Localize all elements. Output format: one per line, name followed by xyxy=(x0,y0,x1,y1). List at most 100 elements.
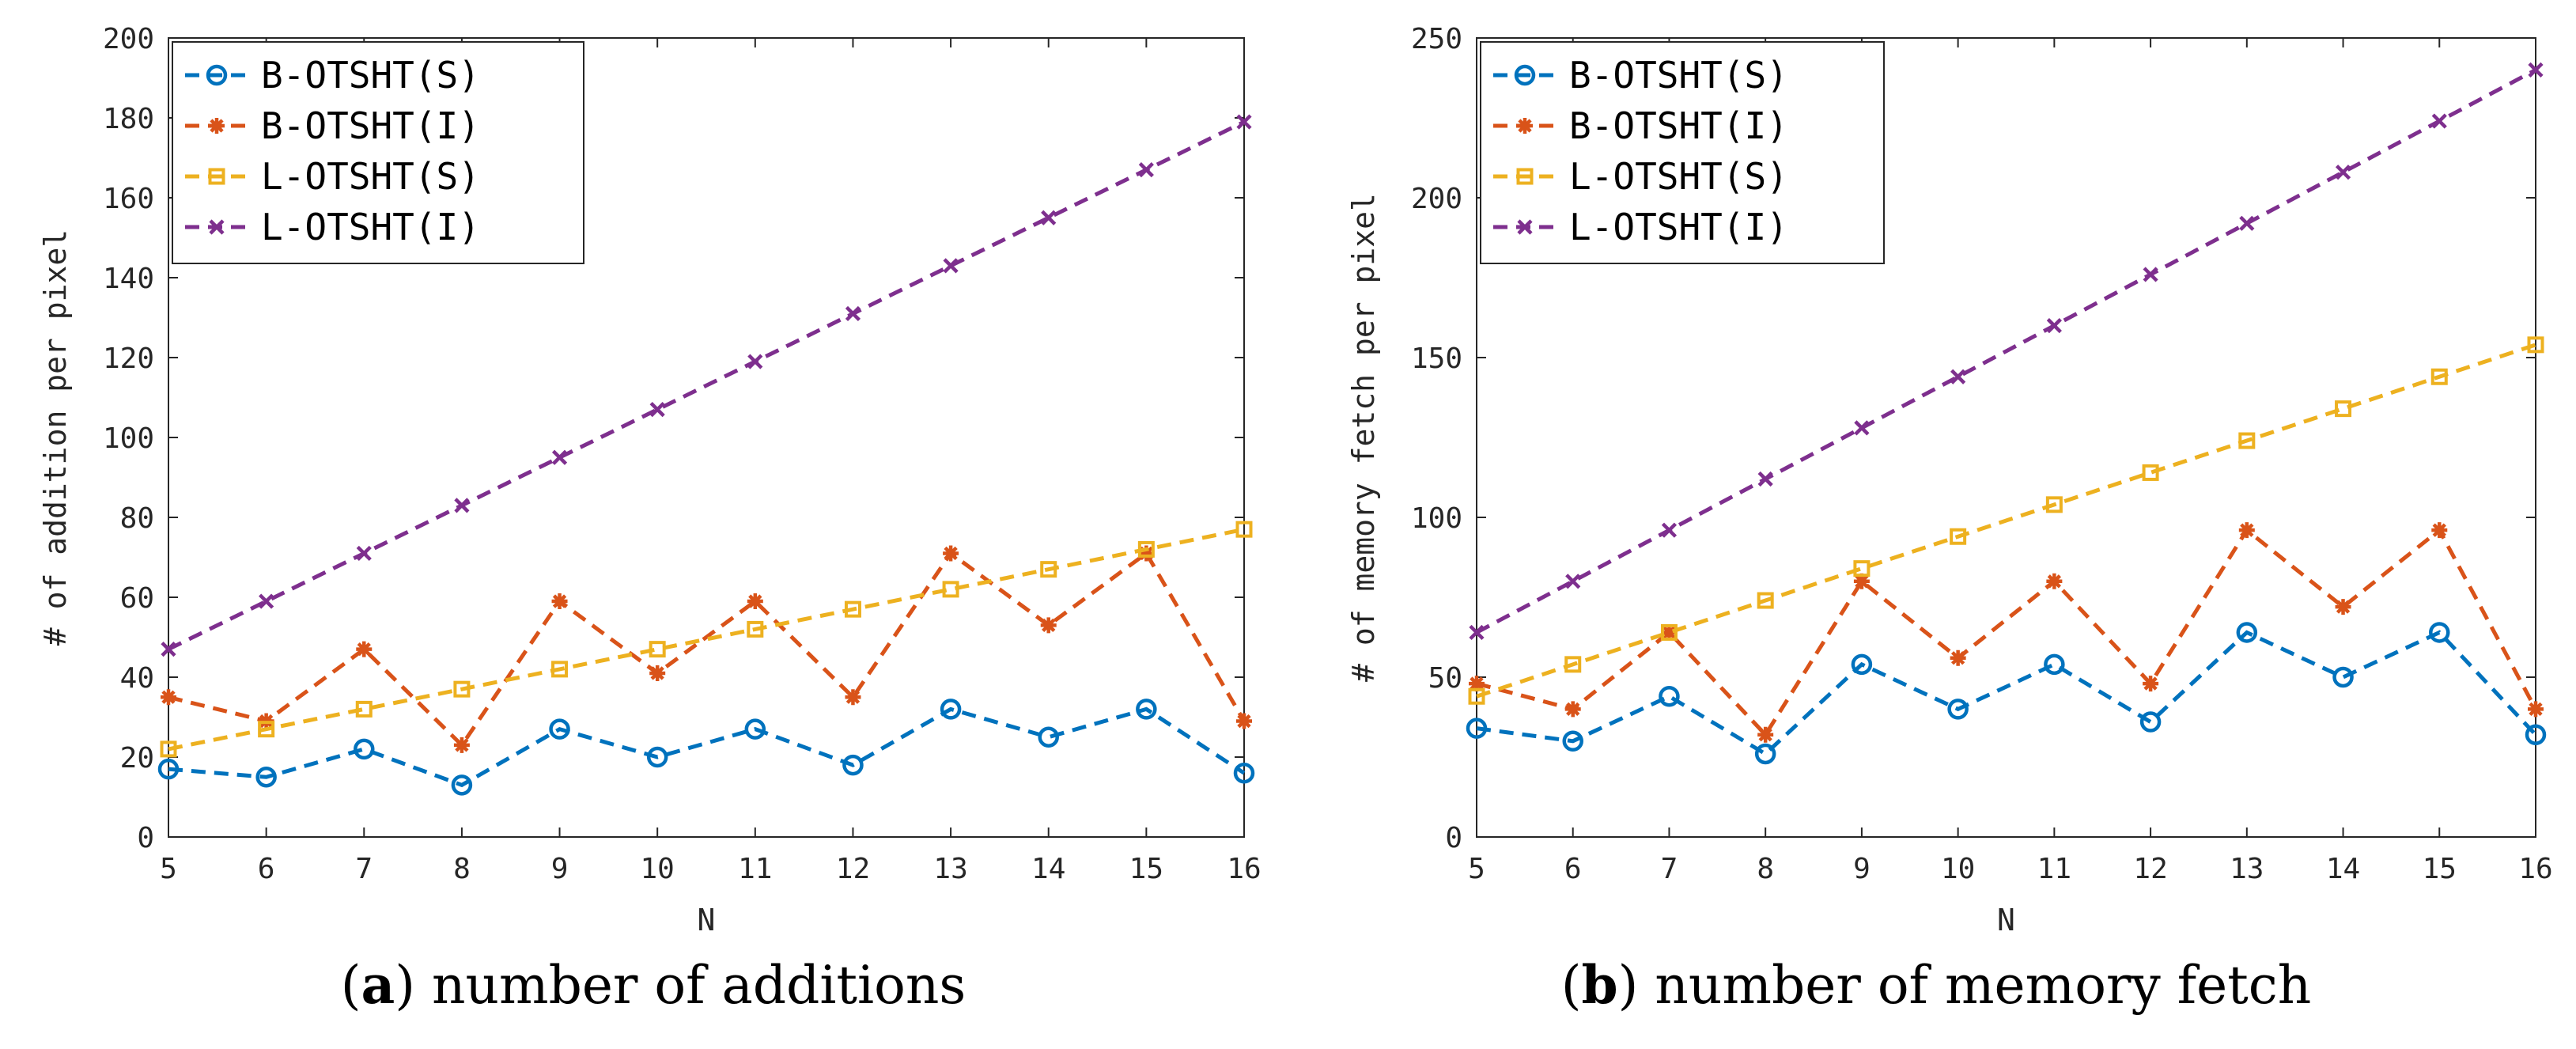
panel-b-caption: (b) number of memory fetch xyxy=(1561,954,2311,1016)
panel-a-caption-text: number of additions xyxy=(432,955,966,1016)
panel-a-y-tick-label: 140 xyxy=(103,263,154,295)
panel-b-data-point xyxy=(1564,656,1582,673)
panel-a-data-point xyxy=(747,354,763,369)
panel-b-data-point xyxy=(2236,622,2258,643)
panel-a-y-tick-label: 80 xyxy=(120,502,154,535)
panel-a-legend-label: L-OTSHT(I) xyxy=(261,206,480,248)
panel-a-data-point xyxy=(646,746,668,768)
panel-b-data-point xyxy=(1754,743,1776,765)
panel-a-data-point xyxy=(1138,162,1154,178)
panel-b-data-point xyxy=(2046,573,2063,589)
panel-a-data-point xyxy=(453,737,470,753)
panel-a-legend: B-OTSHT(S) B-OTSHT(I) L-OTSHT(S) L-OTSHT(I) xyxy=(172,41,584,264)
panel-a-data-point xyxy=(1038,726,1059,748)
panel-a-legend-marker xyxy=(206,64,228,86)
panel-b-data-point xyxy=(1468,687,1485,705)
panel-b-data-point xyxy=(2238,432,2256,449)
panel-a-data-point xyxy=(747,620,764,638)
panel-a-y-tick-label: 20 xyxy=(120,742,154,774)
panel-a-y-tick-label: 60 xyxy=(120,582,154,615)
panel-b-legend: B-OTSHT(S) B-OTSHT(I) L-OTSHT(S) L-OTSHT(I) xyxy=(1480,41,1885,264)
panel-b-data-point xyxy=(1469,624,1485,641)
panel-a-data-point xyxy=(454,498,470,513)
panel-a-legend-label: B-OTSHT(I) xyxy=(261,104,480,147)
panel-a-x-tick-label: 16 xyxy=(1227,853,1261,885)
panel-a-data-point xyxy=(354,738,375,760)
panel-b-x-tick-label: 8 xyxy=(1757,853,1774,885)
panel-b-data-point xyxy=(2332,666,2354,688)
panel-a-legend-marker xyxy=(208,168,225,185)
panel-a-data-point xyxy=(355,700,373,718)
panel-a-legend-label: L-OTSHT(S) xyxy=(261,155,480,198)
panel-b-y-tick-label: 200 xyxy=(1411,183,1462,215)
panel-a-data-point xyxy=(356,545,372,562)
panel-b-data-point xyxy=(1562,730,1583,752)
panel-a-caption: (a) number of additions xyxy=(341,954,966,1016)
panel-a-data-point xyxy=(356,641,373,657)
panel-b-data-point xyxy=(2143,267,2158,282)
panel-b-legend-marker xyxy=(1517,219,1533,235)
panel-a-data-point xyxy=(842,754,864,776)
panel-a-x-tick-label: 7 xyxy=(355,853,373,885)
panel-b-y-tick-label: 250 xyxy=(1411,23,1462,55)
panel-b-data-point xyxy=(2046,318,2062,334)
panel-b-data-point xyxy=(2045,496,2063,513)
panel-b-data-point xyxy=(2142,464,2159,481)
panel-b-x-tick-label: 13 xyxy=(2230,853,2264,885)
panel-a-data-point xyxy=(747,593,763,610)
panel-b-y-tick-label: 50 xyxy=(1428,662,1462,695)
panel-a-x-tick-label: 15 xyxy=(1129,853,1163,885)
panel-b-data-point xyxy=(1757,471,1773,487)
panel-a-data-point xyxy=(258,721,275,738)
panel-b-data-point xyxy=(2139,711,2162,733)
panel-a-x-tick-label: 14 xyxy=(1031,853,1065,885)
panel-b-data-point xyxy=(1854,420,1870,436)
panel-a-data-point xyxy=(1136,699,1157,720)
panel-a-data-point xyxy=(1138,545,1155,562)
panel-a-legend-label: B-OTSHT(S) xyxy=(261,54,480,97)
panel-b-y-axis-title: # of memory fetch per pixel xyxy=(1346,193,1381,682)
panel-a-data-point xyxy=(255,767,277,788)
panel-a-data-point xyxy=(549,718,570,740)
panel-b-axes-box xyxy=(1476,37,2536,838)
panel-a-data-point xyxy=(1236,713,1252,729)
panel-b-data-point xyxy=(1565,574,1581,589)
panel-b-x-tick-label: 11 xyxy=(2037,853,2071,885)
panel-b-x-tick-label: 5 xyxy=(1468,853,1485,885)
panel-b-series-line-L-OTSHT(S) xyxy=(1476,343,2536,699)
panel-a-data-point xyxy=(1236,114,1252,130)
panel-a-data-point xyxy=(551,593,568,610)
panel-a-x-tick-label: 5 xyxy=(160,853,177,885)
panel-b-y-tick-label: 100 xyxy=(1411,502,1462,535)
panel-b-legend-label: L-OTSHT(I) xyxy=(1569,206,1788,248)
panel-a-data-point xyxy=(845,689,861,706)
panel-a-data-point xyxy=(649,641,666,658)
panel-b-caption-text: number of memory fetch xyxy=(1655,955,2311,1016)
panel-b-legend-label: B-OTSHT(S) xyxy=(1569,54,1788,97)
panel-a-y-tick-label: 160 xyxy=(103,183,154,215)
panel-b-series-line-L-OTSHT(I) xyxy=(1475,68,2537,634)
panel-b-legend-label: L-OTSHT(S) xyxy=(1569,155,1788,198)
panel-b-x-tick-label: 6 xyxy=(1564,853,1582,885)
panel-a-y-tick-label: 40 xyxy=(120,662,154,695)
panel-b-data-point xyxy=(2528,62,2544,78)
panel-b-data-point xyxy=(1757,726,1774,743)
panel-a-x-tick-label: 6 xyxy=(258,853,275,885)
panel-a-data-point xyxy=(161,689,176,706)
panel-a-data-point xyxy=(649,665,666,681)
panel-b-chart: 5 6 7 8 9 10 11 12 13 14 15 16 0 50 100 150 200 250 N # of … xyxy=(1346,23,2553,937)
panel-a-data-point xyxy=(1235,521,1253,538)
panel-b-x-axis-title: N xyxy=(1997,903,2015,937)
panel-a-y-tick-label: 200 xyxy=(103,23,154,55)
panel-b-data-point xyxy=(1659,685,1680,707)
panel-a-y-axis-title: # of addition per pixel xyxy=(38,229,73,646)
panel-b-y-tick-label: 150 xyxy=(1411,343,1462,375)
panel-b-legend-marker xyxy=(1517,118,1533,134)
panel-b-x-tick-label: 12 xyxy=(2133,853,2167,885)
panel-b-data-point xyxy=(1950,369,1966,384)
panel-a-x-tick-label: 11 xyxy=(738,853,772,885)
panel-a-data-point xyxy=(451,774,473,796)
panel-a-data-point xyxy=(157,758,180,780)
panel-b-data-point xyxy=(2528,701,2544,718)
panel-b-series-line-B-OTSHT(I) xyxy=(1476,527,2538,738)
